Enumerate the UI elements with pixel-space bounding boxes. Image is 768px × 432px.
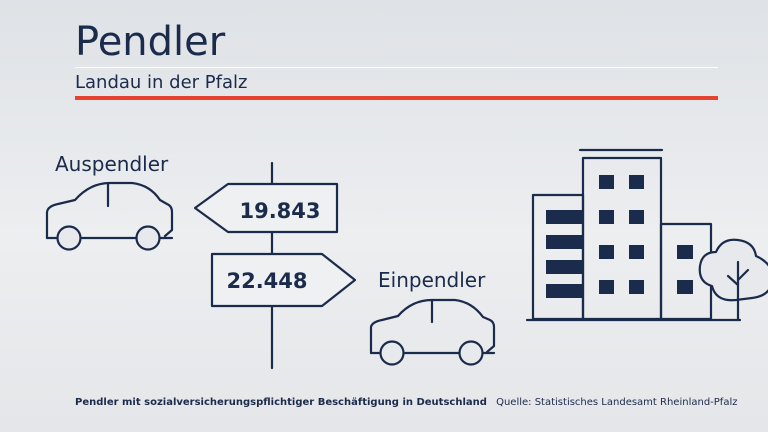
page-subtitle: Landau in der Pfalz [75,72,248,93]
einpendler-label: Einpendler [378,268,486,292]
city-buildings-icon [525,148,768,322]
accent-divider [75,96,718,100]
incoming-sign [210,252,357,308]
outgoing-sign [193,182,339,234]
einpendler-value: 22.448 [226,269,308,293]
footer: Pendler mit sozialversicherungspflichtig… [75,396,737,410]
page-title: Pendler [75,19,226,65]
footer-description: Pendler mit sozialversicherungspflichtig… [75,397,487,408]
title-divider [75,67,718,68]
footer-source: Quelle: Statistisches Landesamt Rheinlan… [496,397,738,408]
auspendler-value: 19.843 [239,199,321,223]
car-left-icon [45,181,174,251]
tree-icon [698,238,768,322]
window-grid [546,175,693,298]
car-right-icon [369,298,496,366]
auspendler-label: Auspendler [55,152,169,176]
signpost-icon [193,161,357,370]
